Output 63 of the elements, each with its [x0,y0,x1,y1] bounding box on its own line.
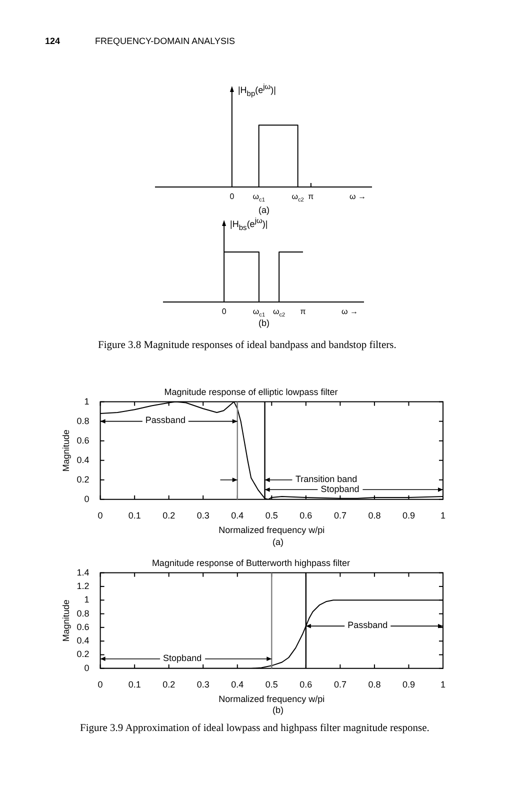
annotation: Transition band [295,474,358,485]
x-tick-label: 0.5 [265,510,278,520]
x-tick-label: π [308,192,314,201]
x-tick-label: 0.1 [128,510,141,520]
y-tick-label: 1 [84,594,90,605]
text: (a) [258,205,270,216]
y-tick-label: 0.2 [76,474,90,484]
x-axis-title: Normalized frequency w/pi [218,694,325,704]
y-tick-label: 0.8 [76,416,90,426]
x-tick-label: 0.8 [368,510,381,520]
y-tick-label: 0 [84,662,90,673]
x-tick-label: 0.1 [128,679,141,690]
x-axis-title: ω → [342,307,358,316]
y-axis-title: Magnitude [60,600,71,642]
x-tick-label: 1 [440,510,446,520]
y-tick-label: 1.4 [76,567,90,578]
x-tick-label: 0.4 [231,679,244,690]
annotation: Stopband [320,484,360,495]
y-axis-title: |H$_{bp}$(e$^{jω}$)| [238,82,276,98]
y-tick-label: 0.2 [76,649,90,660]
x-tick-label: 1 [440,679,446,690]
y-tick-label: 0 [84,494,90,504]
x-tick-label: 0.2 [162,510,176,520]
x-tick-label: 0.6 [300,510,312,520]
annotation: Stopband [163,652,202,664]
y-tick-label: 0.8 [76,608,90,618]
x-tick-label: 0 [98,510,103,520]
y-axis-title: Magnitude [60,430,71,472]
x-tick-label: 0 [98,679,103,690]
chart-title: Magnitude response of Butterworth highpass filter [152,558,350,568]
x-tick-label: 0.7 [334,510,346,520]
annotation: Passband [145,415,186,426]
annotation: Passband [348,620,388,632]
caption: Figure 3.8 Magnitude responses of ideal bandpass and bandstop filters. [98,340,396,351]
x-tick-label: 0.3 [196,510,210,520]
y-axis-title: |H$_{bs}$(e$^{jω}$)| [230,216,268,232]
y-tick-label: 0.4 [76,454,90,465]
x-axis-title: ω → [350,192,366,201]
y-tick-label: 0.4 [76,636,90,646]
x-tick-label: 0.5 [265,679,278,690]
text: 124 [45,36,60,47]
x-tick-label: 0.3 [196,679,210,690]
x-tick-label: 0.9 [402,510,415,520]
x-tick-label: π [300,307,306,316]
text: (b) [258,318,270,329]
y-tick-label: 1 [84,396,90,406]
x-tick-label: 0 [230,192,235,201]
x-tick-label: 0.6 [300,679,312,690]
x-axis-title: Normalized frequency w/pi [218,525,325,536]
x-tick-label: 0.4 [231,510,244,520]
text: (a) [272,537,284,548]
y-tick-label: 0.6 [76,622,90,632]
chart-title: Magnitude response of elliptic lowpass filter [164,386,338,397]
caption: Figure 3.9 Approximation of ideal lowpass and highpass filter magnitude response. [80,723,430,734]
x-tick-label: 0.8 [368,679,381,690]
text: FREQUENCY-DOMAIN ANALYSIS [95,36,236,47]
text: (b) [272,705,284,716]
x-tick-label: 0 [222,307,227,316]
x-tick-label: 0.7 [334,679,346,690]
y-tick-label: 1.2 [76,580,90,591]
x-tick-label: 0.9 [402,679,415,690]
x-tick-label: 0.2 [162,679,176,690]
y-tick-label: 0.6 [76,435,90,446]
